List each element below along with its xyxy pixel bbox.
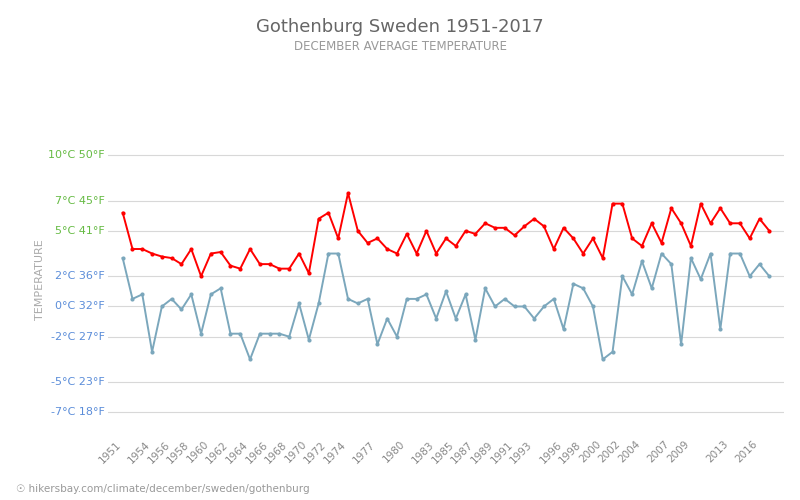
Line: DAY: DAY bbox=[121, 191, 771, 278]
Text: TEMPERATURE: TEMPERATURE bbox=[35, 240, 46, 320]
Line: NIGHT: NIGHT bbox=[121, 252, 771, 362]
DAY bbox=[196, 273, 206, 279]
NIGHT bbox=[627, 292, 637, 298]
NIGHT bbox=[402, 296, 412, 302]
Text: -7°C 18°F: -7°C 18°F bbox=[50, 408, 105, 418]
Text: DECEMBER AVERAGE TEMPERATURE: DECEMBER AVERAGE TEMPERATURE bbox=[294, 40, 506, 53]
Text: ☉ hikersbay.com/climate/december/sweden/gothenburg: ☉ hikersbay.com/climate/december/sweden/… bbox=[16, 484, 310, 494]
DAY bbox=[627, 236, 637, 242]
Text: 2°C 36°F: 2°C 36°F bbox=[55, 271, 105, 281]
NIGHT bbox=[118, 255, 127, 261]
Text: 0°C 32°F: 0°C 32°F bbox=[55, 302, 105, 312]
DAY bbox=[765, 228, 774, 234]
DAY bbox=[431, 250, 441, 256]
NIGHT bbox=[324, 250, 334, 256]
NIGHT bbox=[167, 296, 177, 302]
Text: 10°C 50°F: 10°C 50°F bbox=[48, 150, 105, 160]
Text: Gothenburg Sweden 1951-2017: Gothenburg Sweden 1951-2017 bbox=[256, 18, 544, 36]
Text: -2°C 27°F: -2°C 27°F bbox=[50, 332, 105, 342]
Text: 5°C 41°F: 5°C 41°F bbox=[55, 226, 105, 236]
DAY bbox=[167, 255, 177, 261]
DAY bbox=[118, 210, 127, 216]
Text: 7°C 45°F: 7°C 45°F bbox=[54, 196, 105, 205]
NIGHT bbox=[196, 330, 206, 336]
DAY bbox=[343, 190, 353, 196]
NIGHT bbox=[431, 316, 441, 322]
DAY bbox=[206, 250, 216, 256]
DAY bbox=[726, 220, 735, 226]
NIGHT bbox=[765, 273, 774, 279]
Text: -5°C 23°F: -5°C 23°F bbox=[51, 377, 105, 387]
NIGHT bbox=[726, 250, 735, 256]
NIGHT bbox=[246, 356, 255, 362]
DAY bbox=[402, 231, 412, 237]
